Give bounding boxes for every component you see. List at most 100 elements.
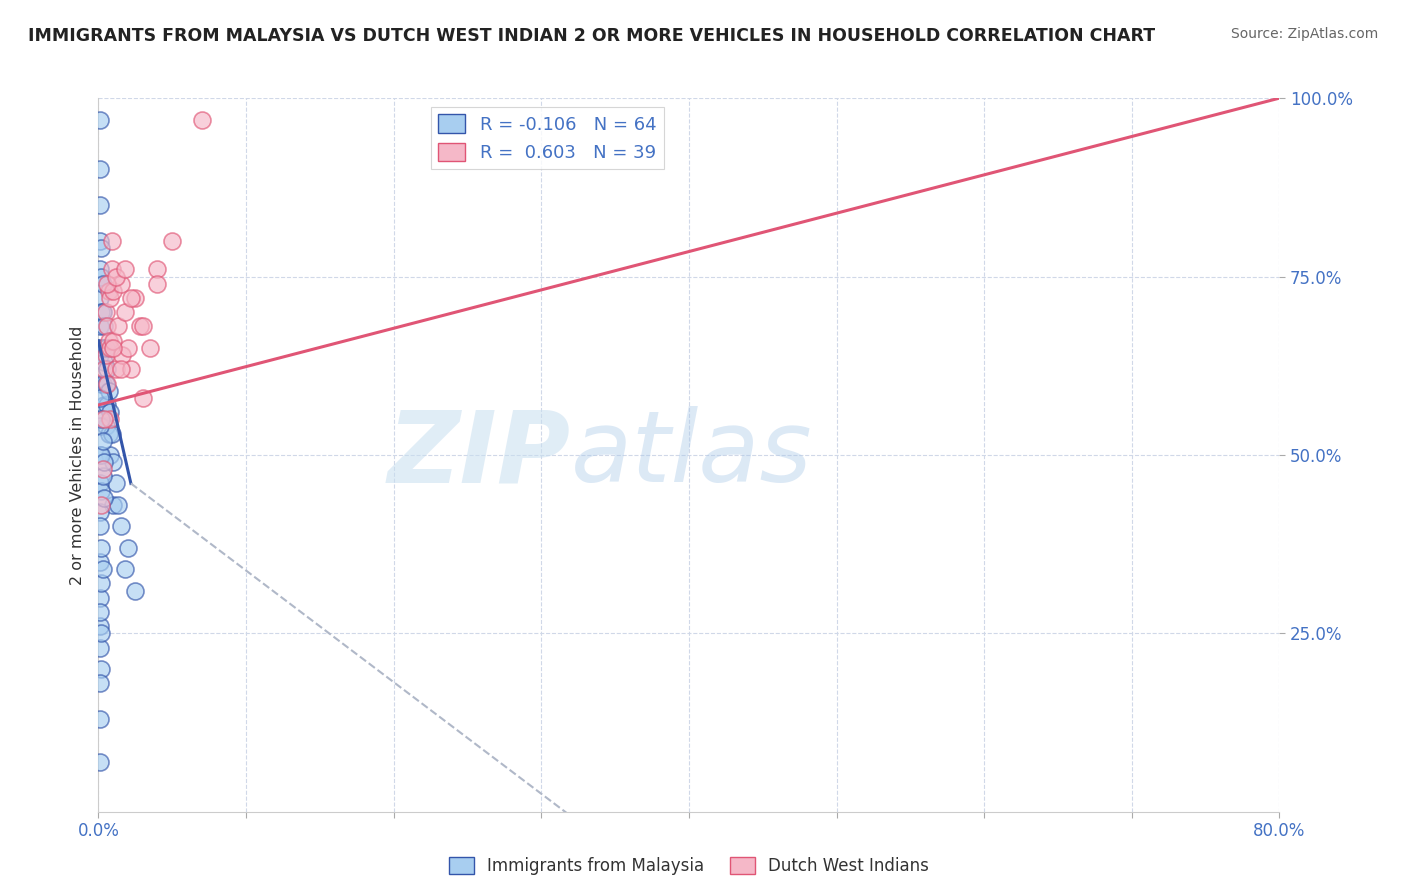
Point	[114, 562, 136, 576]
Point	[124, 583, 146, 598]
Point	[191, 112, 214, 127]
Point	[98, 341, 121, 355]
Point	[117, 541, 139, 555]
Point	[91, 376, 114, 391]
Legend: Immigrants from Malaysia, Dutch West Indians: Immigrants from Malaysia, Dutch West Ind…	[443, 850, 935, 882]
Point	[91, 305, 114, 319]
Point	[114, 305, 136, 319]
Point	[97, 384, 120, 398]
Point	[89, 712, 111, 726]
Point	[89, 319, 111, 334]
Point	[97, 284, 120, 298]
Point	[105, 476, 128, 491]
Point	[105, 269, 128, 284]
Point	[96, 376, 118, 391]
Point	[89, 619, 111, 633]
Point	[91, 277, 114, 291]
Point	[90, 305, 112, 319]
Point	[89, 162, 111, 177]
Point	[89, 555, 111, 569]
Point	[93, 455, 115, 469]
Point	[103, 455, 125, 469]
Point	[89, 605, 111, 619]
Point	[110, 277, 132, 291]
Point	[117, 341, 139, 355]
Point	[120, 291, 142, 305]
Point	[94, 376, 117, 391]
Point	[139, 341, 162, 355]
Point	[89, 591, 111, 605]
Point	[97, 426, 120, 441]
Point	[89, 348, 111, 362]
Point	[103, 284, 125, 298]
Point	[98, 405, 121, 419]
Point	[90, 448, 112, 462]
Point	[103, 341, 125, 355]
Point	[89, 519, 111, 533]
Point	[91, 562, 114, 576]
Point	[120, 362, 142, 376]
Point	[98, 448, 121, 462]
Point	[90, 498, 112, 512]
Point	[91, 469, 114, 483]
Point	[90, 241, 112, 255]
Point	[162, 234, 183, 248]
Point	[146, 262, 169, 277]
Point	[89, 198, 111, 212]
Point	[93, 319, 115, 334]
Point	[107, 319, 129, 334]
Point	[89, 476, 111, 491]
Point	[90, 341, 112, 355]
Point	[128, 319, 150, 334]
Point	[89, 234, 111, 248]
Point	[107, 498, 129, 512]
Text: Source: ZipAtlas.com: Source: ZipAtlas.com	[1230, 27, 1378, 41]
Point	[90, 576, 112, 591]
Point	[89, 112, 111, 127]
Point	[100, 426, 122, 441]
Point	[94, 305, 117, 319]
Point	[111, 348, 134, 362]
Point	[94, 348, 117, 362]
Point	[91, 462, 114, 476]
Point	[90, 269, 112, 284]
Point	[100, 234, 122, 248]
Point	[132, 391, 155, 405]
Point	[94, 419, 117, 434]
Point	[93, 412, 115, 426]
Point	[93, 355, 115, 369]
Point	[124, 291, 146, 305]
Point	[89, 391, 111, 405]
Point	[105, 362, 128, 376]
Point	[110, 519, 132, 533]
Point	[90, 412, 112, 426]
Point	[89, 505, 111, 519]
Point	[90, 662, 112, 676]
Text: IMMIGRANTS FROM MALAYSIA VS DUTCH WEST INDIAN 2 OR MORE VEHICLES IN HOUSEHOLD CO: IMMIGRANTS FROM MALAYSIA VS DUTCH WEST I…	[28, 27, 1156, 45]
Point	[96, 319, 118, 334]
Point	[98, 412, 121, 426]
Point	[89, 291, 111, 305]
Point	[103, 334, 125, 348]
Point	[103, 498, 125, 512]
Point	[90, 541, 112, 555]
Point	[110, 362, 132, 376]
Point	[89, 419, 111, 434]
Point	[146, 277, 169, 291]
Point	[90, 626, 112, 640]
Point	[93, 491, 115, 505]
Point	[90, 376, 112, 391]
Point	[97, 334, 120, 348]
Point	[93, 398, 115, 412]
Point	[114, 262, 136, 277]
Point	[89, 676, 111, 690]
Point	[96, 362, 118, 376]
Point	[94, 341, 117, 355]
Point	[91, 341, 114, 355]
Point	[96, 277, 118, 291]
Text: ZIP: ZIP	[388, 407, 571, 503]
Point	[89, 448, 111, 462]
Point	[89, 262, 111, 277]
Text: atlas: atlas	[571, 407, 813, 503]
Point	[89, 755, 111, 769]
